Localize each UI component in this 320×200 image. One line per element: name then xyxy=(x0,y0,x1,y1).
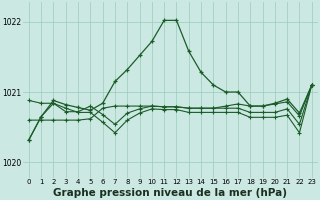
X-axis label: Graphe pression niveau de la mer (hPa): Graphe pression niveau de la mer (hPa) xyxy=(53,188,287,198)
